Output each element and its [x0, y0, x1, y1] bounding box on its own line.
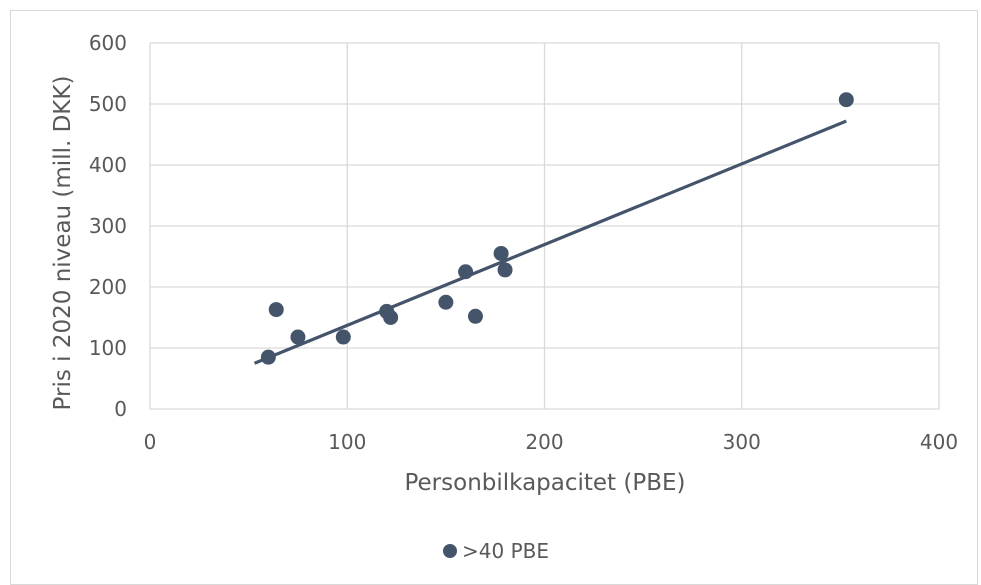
x-tick-label: 0: [144, 430, 157, 454]
data-point: [268, 302, 284, 318]
chart-frame: [10, 10, 978, 585]
trendline: [253, 119, 847, 365]
y-tick-label: 400: [89, 153, 127, 177]
y-tick-label: 200: [89, 275, 127, 299]
x-tick-label: 300: [723, 430, 761, 454]
y-tick-labels: 0 100 200 300 400 500 600: [89, 31, 127, 421]
data-point: [493, 245, 509, 261]
x-axis-title: Personbilkapacitet (PBE): [404, 470, 685, 496]
y-tick-label: 0: [114, 397, 127, 421]
data-point: [838, 92, 854, 108]
trendline-layer: [253, 119, 847, 365]
y-tick-label: 300: [89, 214, 127, 238]
legend-marker: [443, 544, 457, 558]
data-points: [260, 92, 854, 365]
data-point: [260, 349, 276, 365]
x-tick-label: 100: [328, 430, 366, 454]
data-point: [438, 294, 454, 310]
data-point: [290, 329, 306, 345]
data-point: [458, 264, 474, 280]
data-point: [467, 308, 483, 324]
y-axis-title: Pris i 2020 niveau (mill. DKK): [50, 76, 76, 411]
data-point: [383, 310, 399, 325]
y-tick-label: 600: [89, 31, 127, 55]
legend-label: >40 PBE: [462, 539, 549, 563]
data-point: [497, 262, 513, 278]
gridlines: [149, 42, 940, 410]
y-tick-label: 100: [89, 336, 127, 360]
y-tick-label: 500: [89, 92, 127, 116]
x-tick-label: 400: [920, 430, 958, 454]
data-point: [335, 329, 351, 345]
legend: >40 PBE: [443, 539, 549, 563]
x-tick-label: 200: [525, 430, 563, 454]
x-tick-labels: 0 100 200 300 400: [144, 430, 958, 454]
